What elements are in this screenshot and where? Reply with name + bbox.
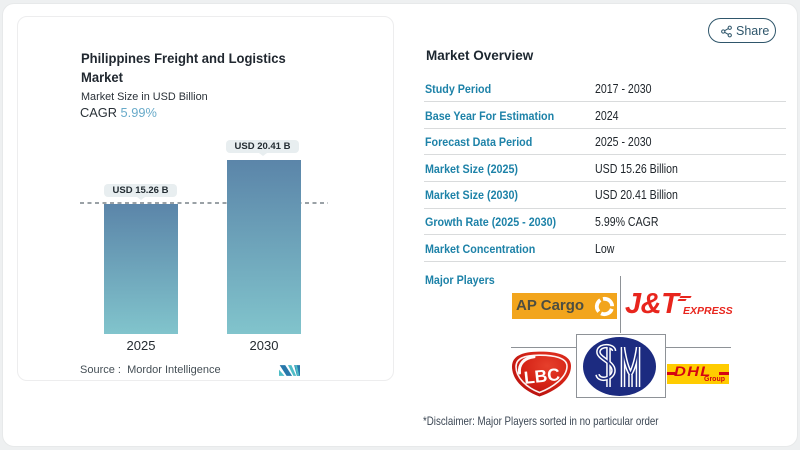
- svg-text:LBC: LBC: [523, 364, 561, 388]
